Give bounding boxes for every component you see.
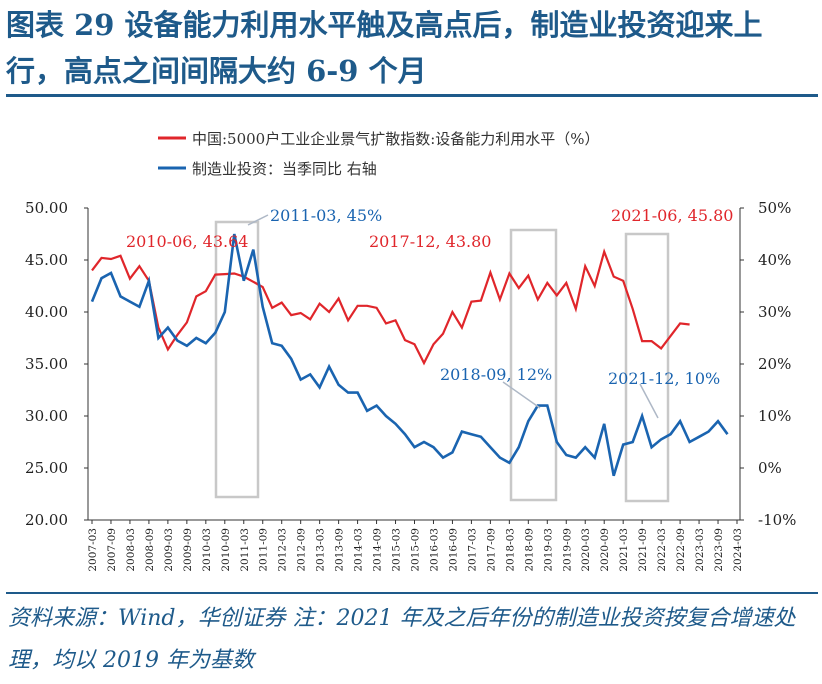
x-tick-label: 2012-03 (277, 528, 289, 572)
x-tick-label: 2017-03 (466, 528, 478, 572)
callout-2018-09: 2018-09, 12% (440, 365, 552, 384)
source-note: 资料来源：Wind，华创证券 注：2021 年及之后年份的制造业投资按复合增速处… (8, 606, 796, 673)
x-tick-label: 2009-09 (182, 528, 194, 572)
callout-2010-06: 2010-06, 43.64 (126, 232, 248, 251)
x-tick-label: 2021-09 (637, 528, 649, 572)
x-tick-label: 2018-09 (523, 528, 535, 572)
callout-2017-12: 2017-12, 43.80 (369, 232, 491, 251)
x-tick-label: 2019-03 (542, 528, 554, 572)
y-left-tick-label: 50.00 (25, 199, 68, 217)
x-tick-label: 2007-03 (87, 528, 99, 572)
y-right-tick-label: 0% (758, 459, 782, 477)
x-tick-label: 2023-03 (694, 528, 706, 572)
y-left-tick-label: 40.00 (25, 303, 68, 321)
chart: 中国:5000户工业企业景气扩散指数:设备能力利用水平（%） 制造业投资：当季同… (25, 130, 796, 572)
highlight-box-2018 (509, 228, 558, 502)
highlight-box-2011 (214, 220, 260, 499)
x-tick-label: 2009-03 (163, 528, 175, 572)
callout-line-2021 (639, 383, 659, 419)
y-left-tick-label: 30.00 (25, 407, 68, 425)
x-tick-label: 2014-03 (353, 528, 365, 572)
x-tick-label: 2015-03 (391, 528, 403, 572)
x-tick-label: 2010-03 (201, 528, 213, 572)
y-left-tick-label: 20.00 (25, 511, 68, 529)
series-line-manufacturing-investment (90, 233, 729, 477)
x-tick-label: 2016-09 (447, 528, 459, 572)
x-tick-label: 2014-09 (372, 528, 384, 572)
x-tick-label: 2011-09 (258, 528, 270, 572)
legend-label-investment: 制造业投资：当季同比 右轴 (192, 160, 377, 178)
series-line-equipment-utilization (91, 248, 690, 366)
x-tick-label: 2024-03 (732, 528, 744, 572)
callout-2011-03: 2011-03, 45% (270, 206, 382, 225)
x-tick-label: 2022-03 (656, 528, 668, 572)
x-tick-label: 2019-09 (561, 528, 573, 572)
title-rule (6, 94, 818, 97)
y-left-tick-label: 45.00 (25, 251, 68, 269)
y-left-tick-label: 25.00 (25, 459, 68, 477)
y-right-tick-label: 50% (758, 199, 791, 217)
y-right-tick-label: 30% (758, 303, 791, 321)
x-tick-label: 2010-09 (220, 528, 232, 572)
x-tick-label: 2008-03 (125, 528, 137, 572)
highlight-box-2021 (624, 232, 670, 503)
figure-title: 图表 29 设备能力利用水平触及高点后，制造业投资迎来上行，高点之间间隔大约 6… (6, 8, 763, 88)
y-right-tick-label: 10% (758, 407, 791, 425)
x-tick-label: 2023-09 (713, 528, 725, 572)
x-tick-label: 2013-09 (334, 528, 346, 572)
x-tick-label: 2011-03 (239, 528, 251, 572)
y-left-tick-label: 35.00 (25, 355, 68, 373)
x-tick-label: 2021-03 (618, 528, 630, 572)
callout-line-2011 (247, 214, 269, 226)
x-tick-label: 2018-03 (504, 528, 516, 572)
x-tick-label: 2020-03 (580, 528, 592, 572)
x-tick-label: 2012-09 (296, 528, 308, 572)
x-tick-label: 2008-09 (144, 528, 156, 572)
x-tick-label: 2013-03 (315, 528, 327, 572)
x-tick-label: 2022-09 (675, 528, 687, 572)
x-tick-label: 2020-09 (599, 528, 611, 572)
y-right-tick-label: -10% (758, 511, 796, 529)
callout-2021-06: 2021-06, 45.80 (611, 206, 733, 225)
callout-line-2018 (502, 381, 541, 409)
callout-2021-12: 2021-12, 10% (608, 369, 720, 388)
y-right-tick-label: 40% (758, 251, 791, 269)
x-tick-label: 2007-09 (106, 528, 118, 572)
y-right-tick-label: 20% (758, 355, 791, 373)
footer-rule (6, 592, 818, 594)
x-tick-label: 2015-09 (410, 528, 422, 572)
x-tick-label: 2017-09 (485, 528, 497, 572)
x-tick-label: 2016-03 (428, 528, 440, 572)
legend-label-equipment: 中国:5000户工业企业景气扩散指数:设备能力利用水平（%） (192, 130, 600, 148)
